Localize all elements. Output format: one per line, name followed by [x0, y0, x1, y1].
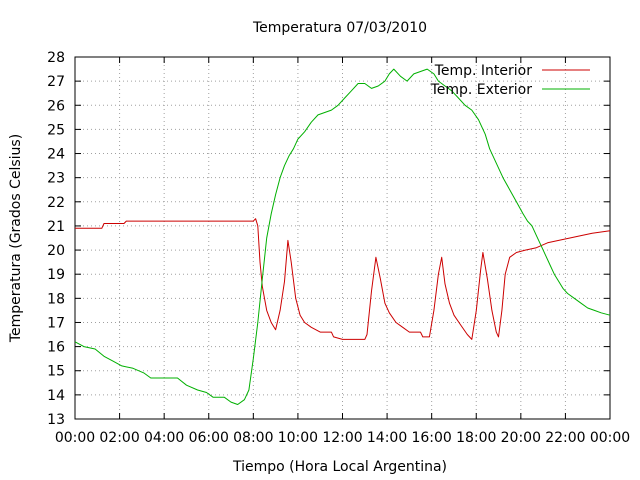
- y-tick-label: 19: [47, 267, 65, 283]
- chart-title: Temperatura 07/03/2010: [252, 20, 427, 36]
- grid: [75, 57, 610, 419]
- y-tick-label: 14: [47, 388, 65, 404]
- x-tick-label: 14:00: [367, 430, 407, 446]
- legend: Temp. Interior Temp. Exterior: [430, 63, 590, 98]
- plot-frame: [74, 56, 611, 420]
- y-tick-label: 13: [47, 412, 65, 428]
- y-tick-label: 25: [47, 122, 65, 138]
- x-tick-label: 22:00: [545, 430, 585, 446]
- x-tick-label: 00:00: [55, 430, 95, 446]
- y-tick-label: 27: [47, 74, 65, 90]
- y-tick-label: 24: [47, 147, 65, 163]
- x-tick-label: 12:00: [322, 430, 362, 446]
- series-line-interior: [75, 218, 611, 340]
- y-tick-label: 20: [47, 243, 65, 259]
- y-tick-label: 28: [47, 50, 65, 66]
- x-tick-label: 00:00: [590, 430, 630, 446]
- axis-ticks: 00:00 02:00 04:00 06:00 08:00 10:00 12:00 14:00…: [47, 50, 630, 446]
- x-tick-label: 08:00: [233, 430, 273, 446]
- legend-label-exterior: Temp. Exterior: [430, 82, 533, 98]
- y-tick-label: 21: [47, 219, 65, 235]
- x-tick-label: 10:00: [278, 430, 318, 446]
- y-axis-label: Temperatura (Grados Celsius): [8, 134, 24, 343]
- x-tick-label: 06:00: [189, 430, 229, 446]
- x-tick-label: 18:00: [456, 430, 496, 446]
- x-tick-label: 16:00: [411, 430, 451, 446]
- y-tick-label: 15: [47, 364, 65, 380]
- x-tick-label: 02:00: [99, 430, 139, 446]
- y-tick-label: 26: [47, 98, 65, 114]
- legend-label-interior: Temp. Interior: [434, 63, 533, 79]
- series-line-exterior: [74, 68, 611, 405]
- y-tick-label: 22: [47, 195, 65, 211]
- x-tick-label: 04:00: [144, 430, 184, 446]
- y-tick-label: 17: [47, 315, 65, 331]
- series-layer: [74, 68, 611, 405]
- y-tick-label: 23: [47, 171, 65, 187]
- y-tick-label: 16: [47, 340, 65, 356]
- x-tick-label: 20:00: [501, 430, 541, 446]
- y-tick-label: 18: [47, 291, 65, 307]
- x-axis-label: Tiempo (Hora Local Argentina): [232, 459, 447, 475]
